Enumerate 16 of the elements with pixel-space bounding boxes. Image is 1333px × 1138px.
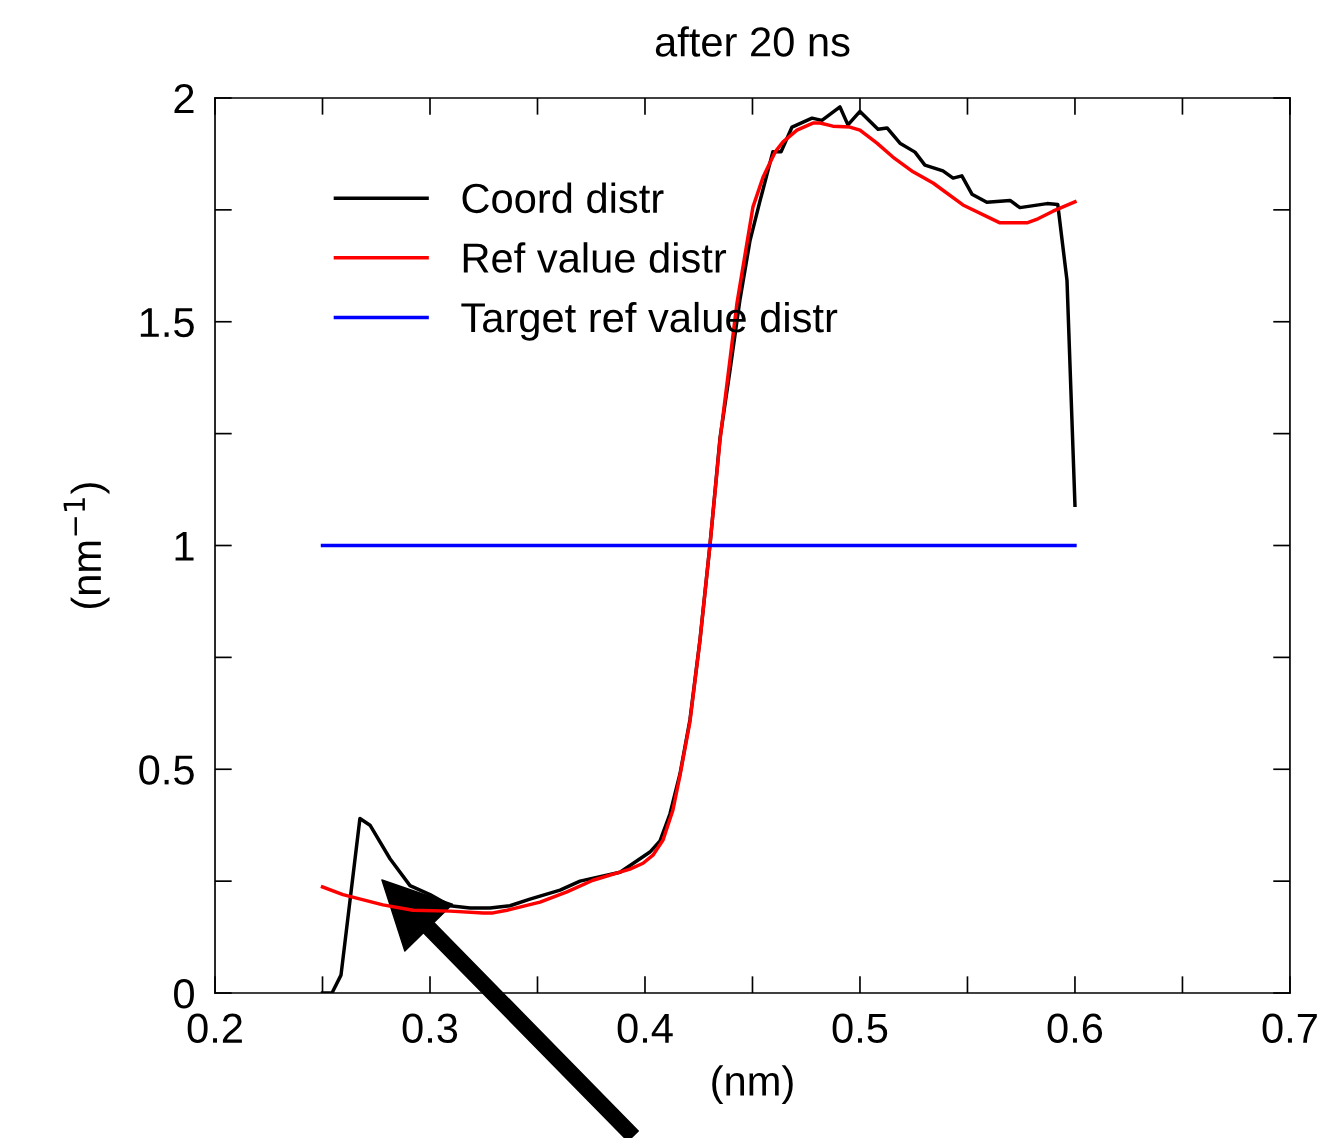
legend-label: Coord distr	[462, 182, 664, 214]
y-tick-label: 0	[174, 979, 194, 1009]
y-tick-label: 1	[175, 531, 194, 561]
x-tick-label: 0.5	[832, 1013, 888, 1044]
y-tick-label: 1.5	[140, 308, 194, 338]
y-axis-title: (nm$^{−1}$)	[63, 483, 110, 609]
x-axis-title: (nm)	[712, 1065, 793, 1105]
x-tick-label: 0.3	[402, 1013, 458, 1044]
y-tick-label: 0.5	[139, 755, 194, 785]
x-tick-label: 0.6	[1047, 1013, 1103, 1044]
x-tick-label: 0.7	[1262, 1013, 1317, 1044]
x-tick-label: 0.2	[187, 1013, 242, 1044]
y-tick-label: 2	[174, 83, 194, 114]
legend-label: Ref value distr	[463, 242, 727, 273]
x-tick-label: 0.4	[617, 1013, 673, 1044]
chart-title: after 20 ns	[655, 26, 850, 57]
